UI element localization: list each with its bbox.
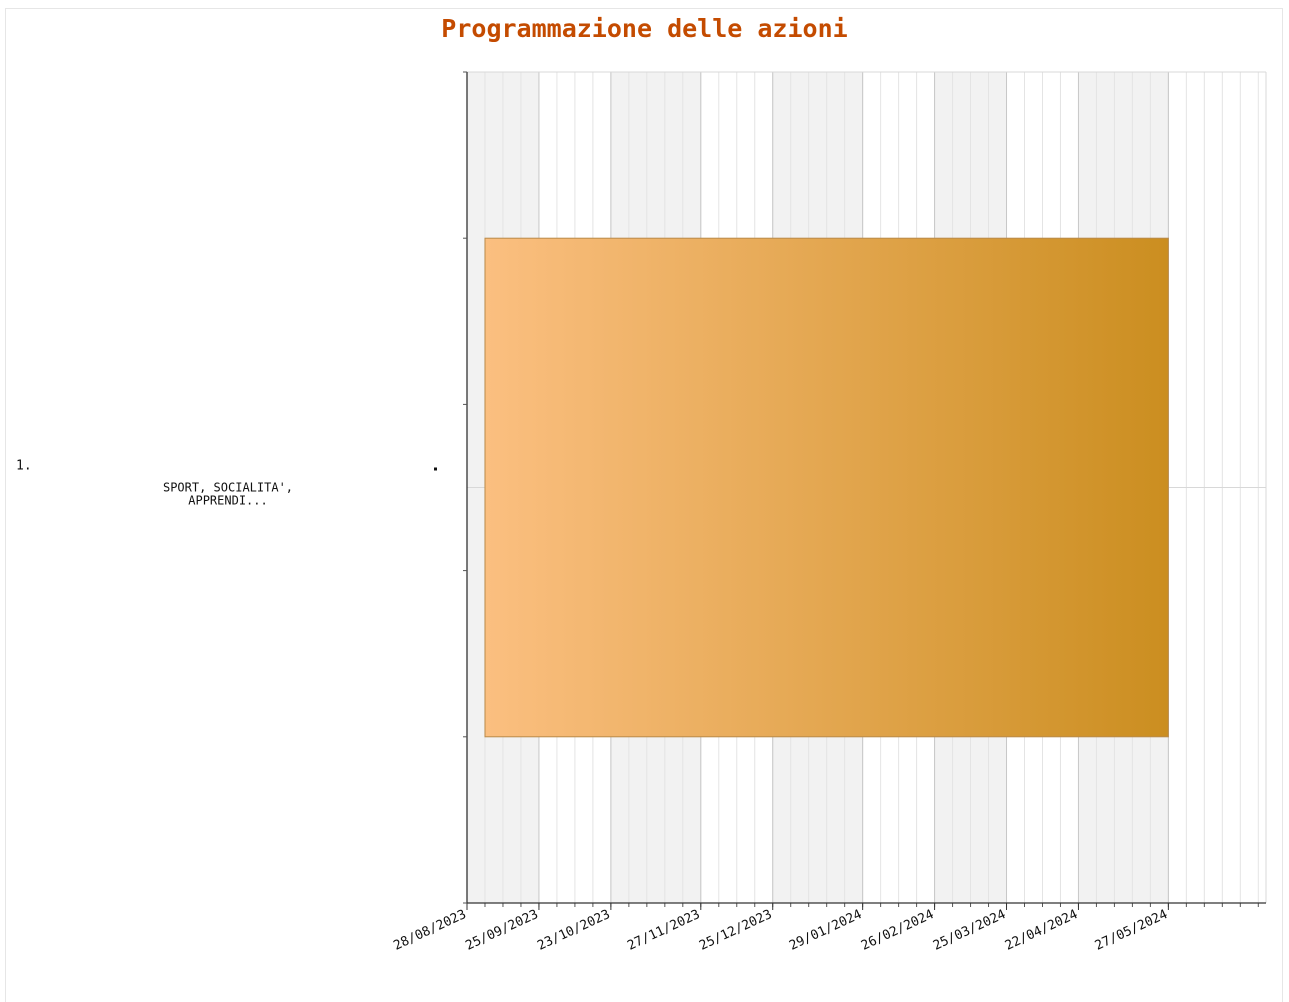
task-bar — [484, 237, 1169, 738]
x-tick-label: 25/09/2023 — [463, 907, 540, 954]
x-tick-label: 27/05/2024 — [1093, 907, 1170, 954]
task-label: SPORT, SOCIALITA', — [163, 481, 293, 495]
chart-frame — [5, 8, 1283, 1002]
x-tick-label: 26/02/2024 — [859, 907, 936, 954]
axes — [463, 71, 1266, 910]
task-label: APPRENDI... — [188, 494, 267, 508]
x-tick-label: 25/12/2023 — [697, 907, 774, 954]
x-tick-label: 27/11/2023 — [625, 907, 702, 954]
task-bars — [484, 237, 1169, 738]
task-index: 1. — [16, 459, 32, 474]
x-tick-label: 25/03/2024 — [931, 907, 1008, 954]
x-tick-label: 22/04/2024 — [1003, 907, 1080, 954]
x-tick-label: 29/01/2024 — [787, 907, 864, 954]
task-marker — [434, 467, 437, 471]
x-tick-label: 28/08/2023 — [391, 907, 468, 954]
chart-title: Programmazione delle azioni — [441, 14, 848, 43]
x-tick-label: 23/10/2023 — [535, 907, 612, 954]
